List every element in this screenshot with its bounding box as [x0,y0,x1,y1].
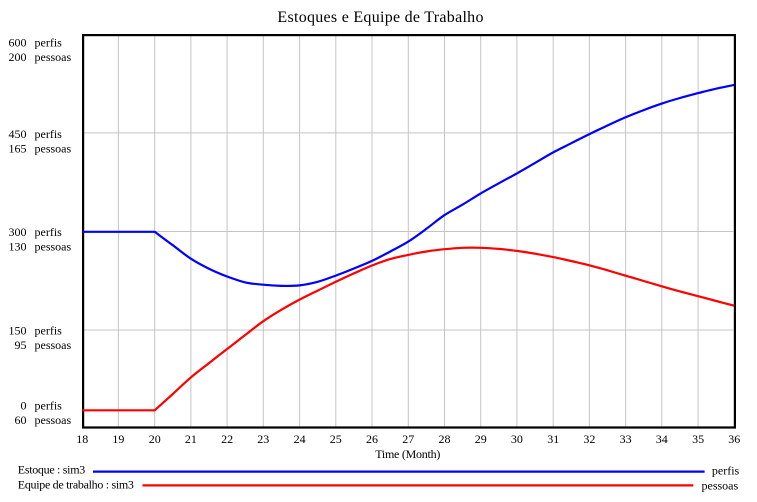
svg-text:33: 33 [620,432,632,446]
svg-text:200: 200 [9,50,27,64]
svg-text:perfis: perfis [35,35,63,49]
svg-text:perfis: perfis [35,127,63,141]
svg-text:pessoas: pessoas [35,141,72,155]
svg-text:22: 22 [221,432,233,446]
svg-text:19: 19 [112,432,124,446]
svg-text:perfis: perfis [35,323,63,337]
svg-text:pessoas: pessoas [35,413,72,427]
svg-text:20: 20 [149,432,161,446]
svg-text:130: 130 [9,240,27,254]
svg-text:pessoas: pessoas [702,479,739,493]
svg-text:32: 32 [583,432,595,446]
svg-text:27: 27 [402,432,414,446]
svg-text:165: 165 [9,141,27,155]
svg-text:29: 29 [475,432,487,446]
svg-text:18: 18 [76,432,88,446]
svg-text:300: 300 [9,225,27,239]
svg-text:Equipe de trabalho : sim3: Equipe de trabalho : sim3 [18,478,134,492]
svg-text:pessoas: pessoas [35,50,72,64]
svg-text:pessoas: pessoas [35,240,72,254]
svg-text:30: 30 [511,432,523,446]
svg-text:24: 24 [294,432,306,446]
svg-text:150: 150 [9,323,27,337]
svg-text:0: 0 [21,398,27,412]
svg-text:34: 34 [656,432,668,446]
svg-text:23: 23 [257,432,269,446]
svg-text:perfis: perfis [712,464,740,478]
svg-text:450: 450 [9,127,27,141]
svg-text:perfis: perfis [35,398,63,412]
svg-text:95: 95 [15,338,27,352]
svg-text:28: 28 [439,432,451,446]
svg-text:perfis: perfis [35,225,63,239]
svg-text:600: 600 [9,35,27,49]
svg-text:36: 36 [728,432,740,446]
svg-text:26: 26 [366,432,378,446]
svg-text:Estoque : sim3: Estoque : sim3 [18,463,85,477]
svg-text:60: 60 [15,413,27,427]
svg-text:pessoas: pessoas [35,338,72,352]
svg-text:Estoques e Equipe de Trabalho: Estoques e Equipe de Trabalho [277,9,483,26]
svg-text:25: 25 [330,432,342,446]
svg-text:21: 21 [185,432,197,446]
svg-text:35: 35 [692,432,704,446]
svg-text:31: 31 [547,432,559,446]
svg-text:Time (Month): Time (Month) [375,447,440,461]
